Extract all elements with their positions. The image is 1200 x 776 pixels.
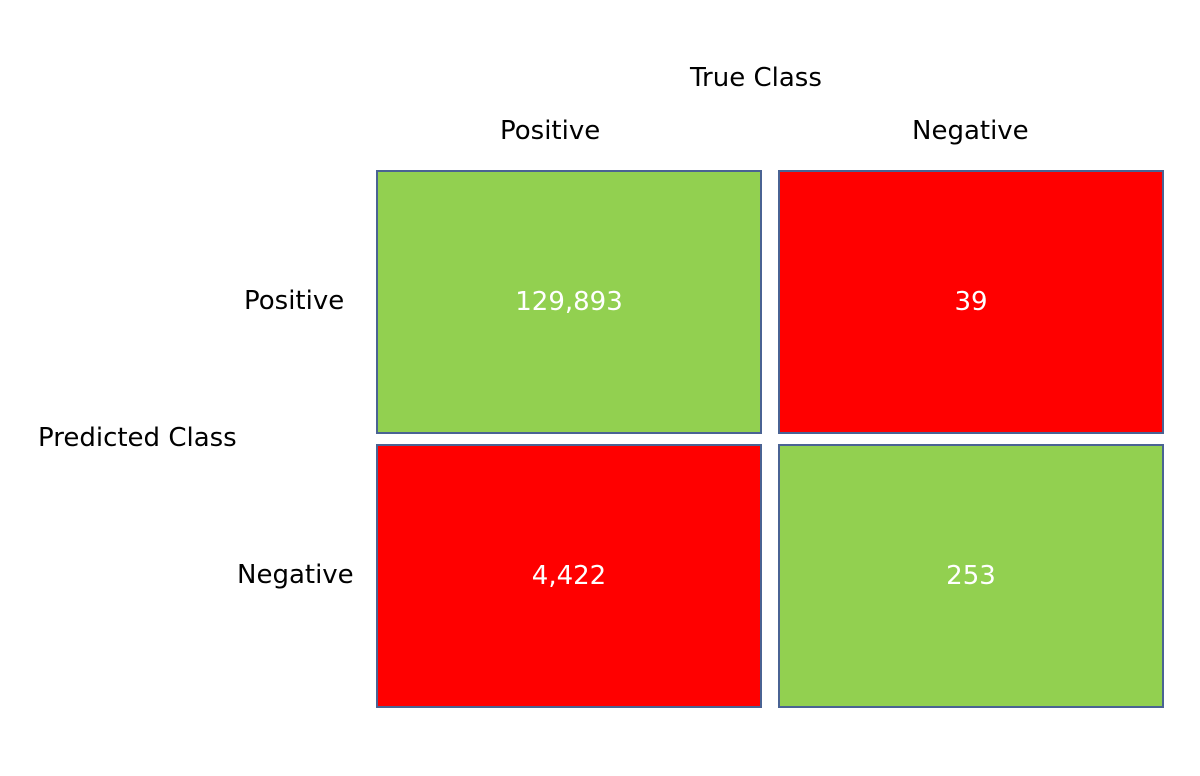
true-class-label: True Class	[690, 63, 822, 93]
cell-value-true-positive: 129,893	[515, 287, 623, 317]
cell-value-false-negative: 4,422	[531, 561, 607, 591]
cell-true-positive: 129,893	[376, 170, 762, 434]
row-header-negative: Negative	[237, 560, 354, 590]
cell-value-true-negative: 253	[946, 561, 996, 591]
cell-false-negative: 4,422	[376, 444, 762, 708]
column-header-negative: Negative	[912, 116, 1029, 146]
column-header-positive: Positive	[500, 116, 601, 146]
row-header-positive: Positive	[244, 286, 345, 316]
cell-value-false-positive: 39	[954, 287, 988, 317]
predicted-class-label: Predicted Class	[38, 423, 237, 453]
cell-true-negative: 253	[778, 444, 1164, 708]
cell-false-positive: 39	[778, 170, 1164, 434]
